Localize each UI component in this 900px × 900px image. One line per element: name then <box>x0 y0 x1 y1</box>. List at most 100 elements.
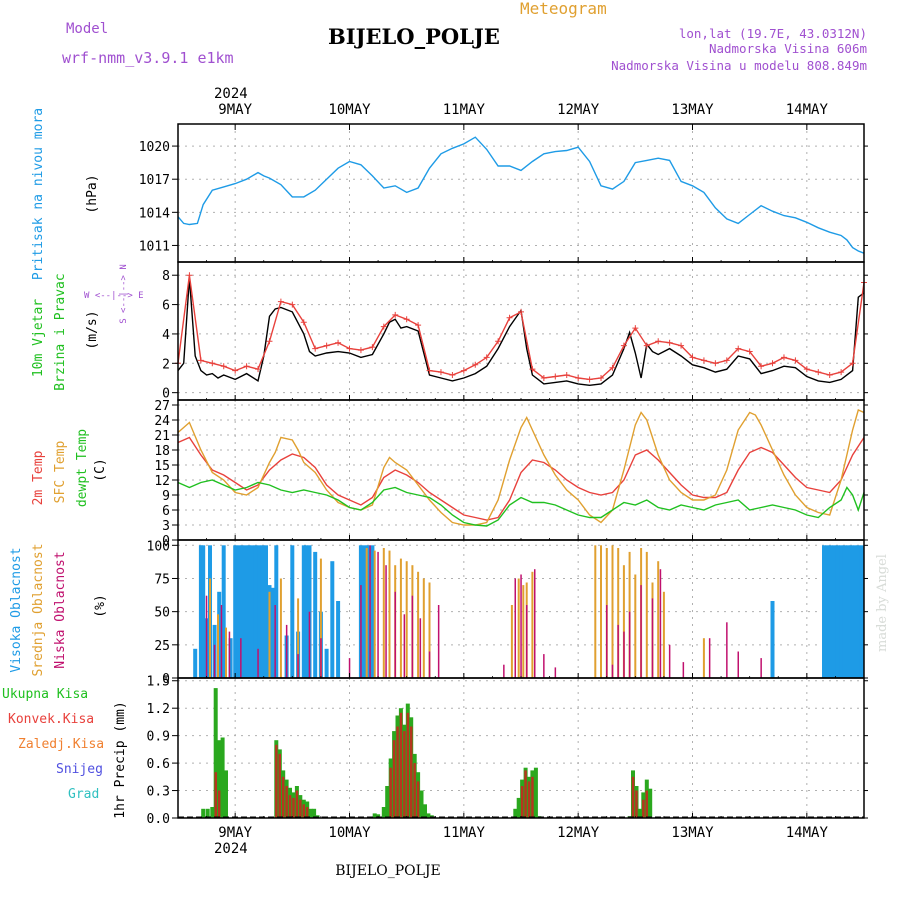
bar-mid <box>225 627 227 678</box>
bar-high <box>842 545 847 678</box>
bar-mid <box>657 561 660 678</box>
temp-title-2m: 2m Temp <box>31 450 46 505</box>
station-title: BIJELO_POLJE <box>328 24 500 49</box>
bar-low <box>205 595 208 678</box>
y-tick-label: 2 <box>162 357 170 372</box>
bar-low <box>554 667 557 678</box>
bar-high <box>856 545 861 678</box>
day-label-top: 12MAY <box>557 102 600 118</box>
wind-title: 10m Vjetar <box>31 299 46 377</box>
bar-low <box>682 662 685 678</box>
model-label: Model <box>66 21 108 37</box>
gust-marker <box>403 316 410 323</box>
y-tick-label: 4 <box>162 328 170 343</box>
bar-low <box>668 644 671 678</box>
bar-convective <box>278 753 281 818</box>
bar-low <box>503 664 505 678</box>
gust-marker <box>609 364 616 371</box>
bar-convective <box>645 790 648 818</box>
gust-marker <box>380 323 387 330</box>
bar-mid <box>645 551 648 678</box>
gust-marker <box>586 376 593 383</box>
panel-frame <box>177 677 865 819</box>
bar-high <box>246 545 251 678</box>
y-tick-label: 0.0 <box>147 812 170 827</box>
bar-total <box>637 808 642 818</box>
bar-low <box>611 664 614 678</box>
bar-convective <box>520 786 524 818</box>
bar-high <box>313 551 318 678</box>
bar-mid <box>531 571 534 678</box>
bar-mid <box>617 548 620 678</box>
gust-marker <box>815 369 822 376</box>
bar-mid <box>428 582 431 678</box>
gust-marker <box>769 360 776 367</box>
gust-marker <box>369 344 376 351</box>
bar-mid <box>634 574 637 678</box>
cloud-unit: (%) <box>93 594 108 617</box>
day-label-bottom: 14MAY <box>786 825 829 841</box>
wind-compass-ew: W <--|--> E <box>84 291 144 301</box>
bar-mid <box>594 545 597 678</box>
bar-mid <box>600 545 602 678</box>
y-tick-label: 3 <box>162 519 170 534</box>
bar-convective <box>389 767 392 818</box>
gust-marker <box>792 357 799 364</box>
bar-low <box>403 614 406 678</box>
y-tick-label: 0 <box>162 387 170 402</box>
bar-convective <box>392 740 396 818</box>
bar-high <box>201 545 206 678</box>
day-label-top: 13MAY <box>671 102 714 118</box>
bar-mid <box>662 591 665 679</box>
y-tick-label: 18 <box>154 444 170 459</box>
bar-low <box>606 605 608 678</box>
bar-low <box>737 651 739 678</box>
y-tick-label: 8 <box>162 269 170 284</box>
gust-marker <box>460 367 467 374</box>
bar-low <box>428 651 431 678</box>
model-altitude-label: Nadmorska Visina u modelu 808.849m <box>611 58 867 73</box>
bar-high <box>828 545 833 678</box>
y-tick-label: 21 <box>154 429 170 444</box>
bar-low <box>213 644 216 678</box>
gust-marker <box>495 338 502 345</box>
bar-convective <box>281 776 285 818</box>
bar-high <box>233 545 238 678</box>
gust-marker <box>552 373 559 380</box>
bar-total <box>423 804 427 818</box>
gust-marker <box>277 298 284 305</box>
cloud-title-high: Visoka Oblacnost <box>9 547 24 672</box>
bar-low <box>526 605 528 678</box>
gust-marker <box>518 308 524 315</box>
gust-marker <box>472 361 479 368</box>
y-tick-label: 15 <box>154 459 170 474</box>
pressure-unit: (hPa) <box>85 174 100 213</box>
temp-title-sfc: SFC Temp <box>53 441 68 504</box>
day-label-top: 11MAY <box>443 102 486 118</box>
gust-marker <box>826 372 833 379</box>
bar-high <box>832 545 837 678</box>
bar-total <box>308 808 313 818</box>
bar-low <box>534 569 536 678</box>
bar-mid <box>268 591 271 679</box>
bar-low <box>385 565 387 678</box>
bar-high <box>307 545 312 678</box>
y-tick-label: 9 <box>162 489 170 504</box>
gust-marker <box>700 357 707 364</box>
bar-convective <box>410 726 413 818</box>
bar-total <box>385 786 390 818</box>
gust-marker <box>838 369 845 376</box>
panel-frame <box>177 261 865 401</box>
wind-title-2: Brzina i Pravac <box>53 273 68 390</box>
bar-total <box>220 737 225 818</box>
gust-marker <box>540 374 547 381</box>
bar-total <box>217 740 222 818</box>
bar-mid <box>522 585 525 678</box>
gust-marker <box>346 345 353 352</box>
bar-high <box>839 545 844 678</box>
gust-marker <box>255 366 262 373</box>
series-line-sfc <box>177 409 865 526</box>
bar-low <box>708 638 711 678</box>
bar-low <box>297 654 299 678</box>
bar-low <box>308 611 311 678</box>
